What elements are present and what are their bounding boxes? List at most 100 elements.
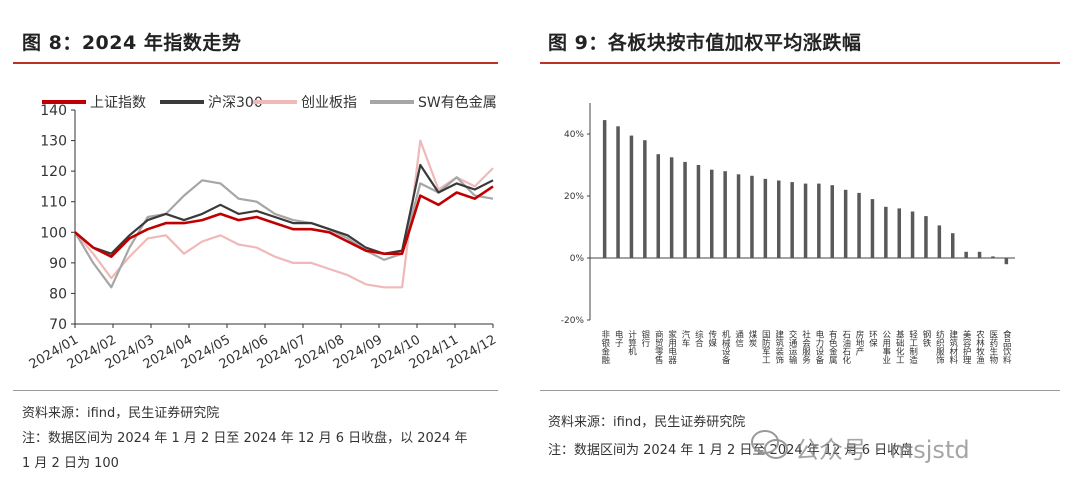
bar-传媒 [710,169,714,258]
watermark-text: 公众号 · msjstd [795,436,970,464]
bar-电力设备 [817,183,821,258]
category-label: 公用事业 [881,330,891,364]
y-tick-label: 110 [40,195,67,211]
bar-医药生物 [991,256,995,258]
category-label: 汽车 [680,329,690,348]
category-label: 机械设备 [720,329,730,365]
y-tick-label: 70 [49,317,67,333]
bar-煤炭 [750,175,754,258]
category-label: 煤炭 [747,329,757,348]
legend-label: 沪深300 [208,95,263,111]
bar-农林牧渔 [977,251,982,258]
category-label: 社会服务 [801,329,811,365]
category-label: 医药生物 [988,330,998,365]
bar-国防军工 [763,178,768,258]
bar-机械设备 [723,171,727,258]
legend-label: 上证指数 [90,95,146,111]
right-figure-title: 图 9：各板块按市值加权平均涨跌幅 [548,32,862,54]
y-tick-label: 80 [49,286,67,302]
category-label: 基础化工 [894,329,904,364]
category-label: 环保 [867,330,877,348]
left-figure-title: 图 8：2024 年指数走势 [22,32,242,54]
category-label: 国防军工 [760,330,770,364]
legend-label: SW有色金属 [418,94,497,111]
y-tick-label: 90 [49,256,67,272]
left-note-line-2: 1 月 2 日为 100 [22,456,119,471]
bar-chart-category-labels: 非银金融 电子 计算机 银行 商贸零售 家用电器 汽车 综合 传媒 机械设备 通信 煤炭 国防军工 建筑装… [600,329,1012,365]
bar-银行 [643,140,647,258]
left-bottom-rule [13,390,498,391]
category-label: 纺织服饰 [934,329,944,365]
right-title-rule [540,62,1060,64]
category-label: 电力设备 [814,329,824,365]
y-tick-label: 20% [564,192,584,202]
category-label: 石油石化 [841,330,851,365]
bar-交通运输 [790,182,794,258]
bar-综合 [696,165,701,258]
bar-家用电器 [669,157,674,259]
category-label: 轻工制造 [908,329,918,365]
bar-建筑装饰 [777,180,781,258]
series-line-沪深300 [74,163,494,255]
category-label: 食品饮料 [1001,329,1011,365]
bar-石油石化 [843,189,848,258]
bar-公用事业 [884,206,888,258]
y-tick-label: 140 [40,103,67,119]
bar-美容护理 [964,251,968,258]
category-label: 家用电器 [667,329,677,365]
bar-非银金融 [602,120,607,258]
category-label: 银行 [640,329,650,348]
bar-纺织服饰 [937,225,942,258]
series-line-SW有色金属 [74,176,494,289]
category-label: 建筑装饰 [774,329,784,365]
y-tick-label: 120 [40,164,67,180]
series-line-上证指数 [74,185,494,258]
category-label: 农林牧渔 [975,329,985,364]
bar-有色金属 [830,185,834,258]
index-line-chart: 上证指数 沪深300 创业板指 SW有色金属 70 80 90 100 110 120 130 14… [27,94,499,372]
line-chart-axes: 7080901001101201301402024/012024/022024/… [27,103,499,372]
bar-钢铁 [924,216,928,258]
bar-建筑材料 [951,233,955,258]
bar-商贸零售 [656,154,660,258]
right-source-note: 资料来源：ifind，民生证券研究院 [548,415,746,430]
left-figure-panel: 图 8：2024 年指数走势 上证指数 沪深300 创业板指 SW有色金属 70 80 9… [0,0,520,491]
right-note-line-1: 注：数据区间为 2024 年 1 月 2 日至 2024 年 12 月 6 日收… [548,443,914,458]
line-chart-series [74,139,494,289]
bar-通信 [736,174,741,258]
bar-食品饮料 [1004,258,1009,265]
wechat-icon [751,430,788,459]
bar-电子 [616,126,620,259]
category-label: 建筑材料 [948,329,958,365]
category-label: 钢铁 [921,329,931,348]
category-label: 商贸零售 [653,329,663,365]
y-tick-label: 130 [40,134,67,150]
right-figure-panel: 图 9：各板块按市值加权平均涨跌幅 -20% 0% 20% 40% 非银金融 电子 计算机… [535,0,1080,491]
category-label: 传媒 [707,329,717,348]
legend-label: 创业板指 [301,95,357,111]
category-label: 电子 [613,329,623,347]
left-title-rule [13,62,498,64]
bar-房地产 [857,192,861,258]
left-source-note: 资料来源：ifind，民生证券研究院 [22,406,220,421]
left-note-line-1: 注：数据区间为 2024 年 1 月 2 日至 2024 年 12 月 6 日收… [22,431,468,446]
category-label: 通信 [734,329,744,348]
bar-chart-axes: -20% 0% 20% 40% [561,103,1015,326]
category-label: 房地产 [854,329,864,356]
bar-基础化工 [897,208,901,258]
bar-环保 [870,199,875,258]
y-tick-label: -20% [561,316,585,326]
series-line-创业板指 [74,139,494,289]
category-label: 计算机 [627,329,637,356]
y-tick-label: 40% [564,130,584,140]
y-tick-label: 0% [570,254,585,264]
y-tick-label: 100 [40,225,67,241]
bar-chart-bars [602,120,1009,265]
category-label: 交通运输 [787,329,797,365]
bar-轻工制造 [910,211,915,258]
bar-汽车 [683,161,687,258]
category-label: 美容护理 [961,329,971,364]
category-label: 有色金属 [827,329,837,365]
bar-计算机 [629,135,634,258]
line-chart-legend: 上证指数 沪深300 创业板指 SW有色金属 [42,94,497,111]
